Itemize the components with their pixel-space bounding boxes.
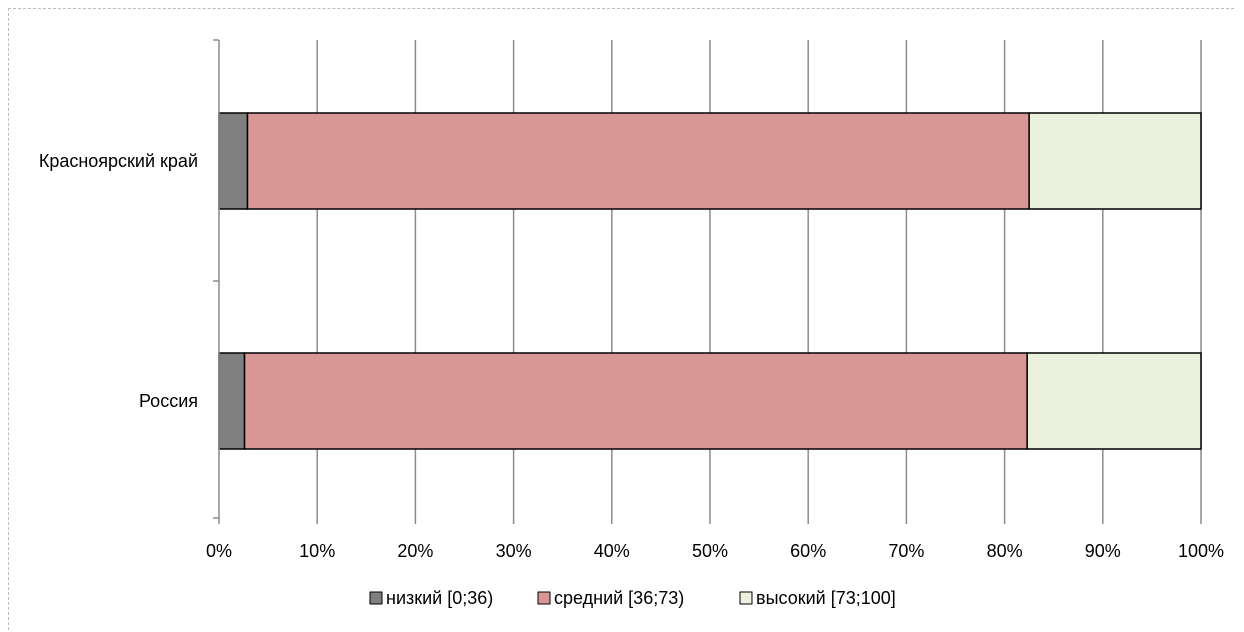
- category-labels: Россия Красноярский край: [39, 151, 198, 411]
- x-tick-labels: 0% 10% 20% 30% 40% 50% 60% 70% 80% 90% 100%: [206, 541, 1224, 561]
- category-label: Красноярский край: [39, 151, 198, 171]
- x-tick-label: 100%: [1178, 541, 1224, 561]
- legend-swatch: [537, 591, 551, 605]
- legend-swatch: [369, 591, 383, 605]
- bar-segment: [246, 112, 1030, 210]
- bars: [218, 112, 1202, 450]
- x-tick-label: 80%: [987, 541, 1023, 561]
- x-tick-label: 50%: [692, 541, 728, 561]
- x-tick-label: 20%: [397, 541, 433, 561]
- legend: низкий [0;36) средний [36;73) высокий [73;…: [369, 588, 896, 608]
- bar-segment: [218, 112, 249, 210]
- x-tick-label: 40%: [594, 541, 630, 561]
- axes: [213, 39, 1202, 524]
- bar-segment: [1028, 112, 1202, 210]
- bar-segment: [1026, 352, 1202, 450]
- legend-label: низкий [0;36): [386, 588, 493, 608]
- bar-segment: [218, 352, 246, 450]
- x-tick-label: 0%: [206, 541, 232, 561]
- x-tick-label: 60%: [790, 541, 826, 561]
- legend-label: высокий [73;100]: [756, 588, 896, 608]
- category-label: Россия: [139, 391, 198, 411]
- x-tick-label: 70%: [888, 541, 924, 561]
- bar-segment: [243, 352, 1028, 450]
- chart-frame: [8, 8, 1234, 630]
- x-tick-label: 10%: [299, 541, 335, 561]
- x-tick-label: 90%: [1085, 541, 1121, 561]
- legend-swatch: [739, 591, 753, 605]
- legend-label: средний [36;73): [554, 588, 684, 608]
- x-tick-label: 30%: [496, 541, 532, 561]
